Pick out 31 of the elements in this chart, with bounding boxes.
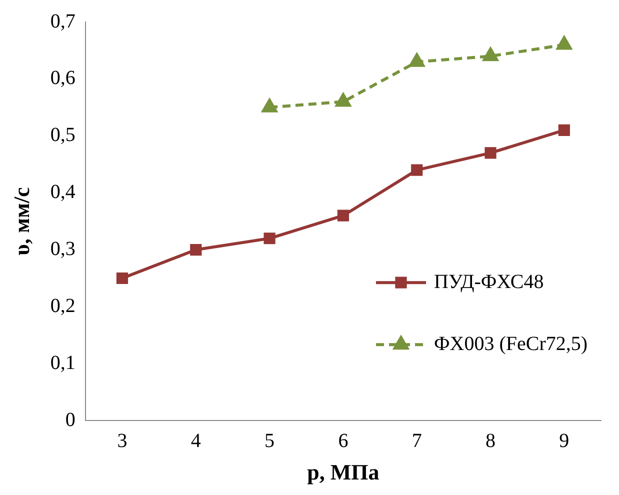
x-axis-title: р, МПа — [307, 459, 380, 484]
point — [411, 164, 423, 176]
x-tick-label: 4 — [190, 430, 201, 452]
y-tick-label: 0,5 — [50, 124, 76, 146]
point — [261, 98, 278, 112]
y-tick-label: 0,2 — [50, 294, 76, 317]
point — [408, 52, 426, 67]
point — [556, 35, 572, 50]
y-tick-label: 0,7 — [50, 10, 76, 32]
x-tick-label: 9 — [559, 430, 570, 452]
point — [484, 147, 496, 159]
legend-label: ФХ003 (FeCr72,5) — [434, 332, 588, 355]
point — [264, 232, 276, 244]
point — [337, 210, 350, 222]
point — [116, 272, 128, 284]
x-tick-label: 5 — [264, 430, 275, 452]
x-tick-label: 3 — [117, 430, 128, 452]
y-tick-label: 0,6 — [50, 67, 76, 90]
point — [482, 46, 499, 62]
point — [558, 124, 570, 136]
point — [190, 244, 202, 256]
x-tick-label: 6 — [338, 430, 348, 452]
y-axis-title: υ, мм/с — [8, 186, 34, 256]
y-tick-label: 0,1 — [50, 352, 76, 374]
point — [334, 92, 352, 107]
x-tick-label: 7 — [412, 430, 422, 452]
x-tick-label: 8 — [486, 430, 496, 452]
y-tick-label: 0 — [65, 408, 76, 431]
legend-label: ПУД-ФХС48 — [434, 270, 544, 293]
y-tick-label: 0,4 — [50, 181, 76, 204]
y-tick-label: 0,3 — [50, 238, 76, 260]
